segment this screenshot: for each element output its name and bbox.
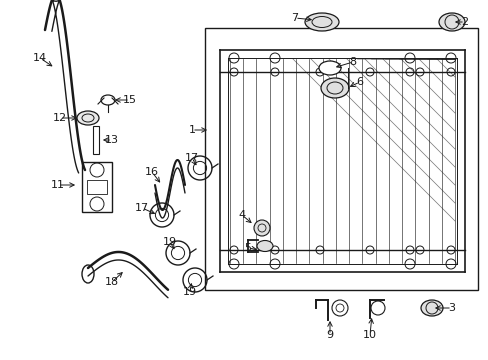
Ellipse shape [77,111,99,125]
Text: 5: 5 [244,243,251,253]
Text: 13: 13 [105,135,119,145]
Ellipse shape [305,13,338,31]
Ellipse shape [438,13,464,31]
Bar [204,28,477,290]
Text: 1: 1 [188,125,195,135]
Text: 12: 12 [53,113,67,123]
Text: 10: 10 [362,330,376,340]
Text: 14: 14 [33,53,47,63]
Circle shape [253,220,269,236]
Bar [87,180,107,194]
Text: 7: 7 [291,13,298,23]
Ellipse shape [257,240,272,252]
Text: 6: 6 [356,77,363,87]
Text: 4: 4 [238,210,245,220]
Ellipse shape [320,78,348,98]
Bar [93,126,99,154]
Text: 15: 15 [123,95,137,105]
Ellipse shape [420,300,442,316]
Ellipse shape [318,61,340,75]
Text: 2: 2 [461,17,468,27]
Text: 17: 17 [184,153,199,163]
Text: 17: 17 [135,203,149,213]
Text: 18: 18 [105,277,119,287]
Text: 19: 19 [183,287,197,297]
Text: 8: 8 [349,57,356,67]
Text: 11: 11 [51,180,65,190]
Text: 9: 9 [326,330,333,340]
Text: 16: 16 [145,167,159,177]
Text: 3: 3 [447,303,454,313]
Text: 19: 19 [163,237,177,247]
Bar [82,162,112,212]
